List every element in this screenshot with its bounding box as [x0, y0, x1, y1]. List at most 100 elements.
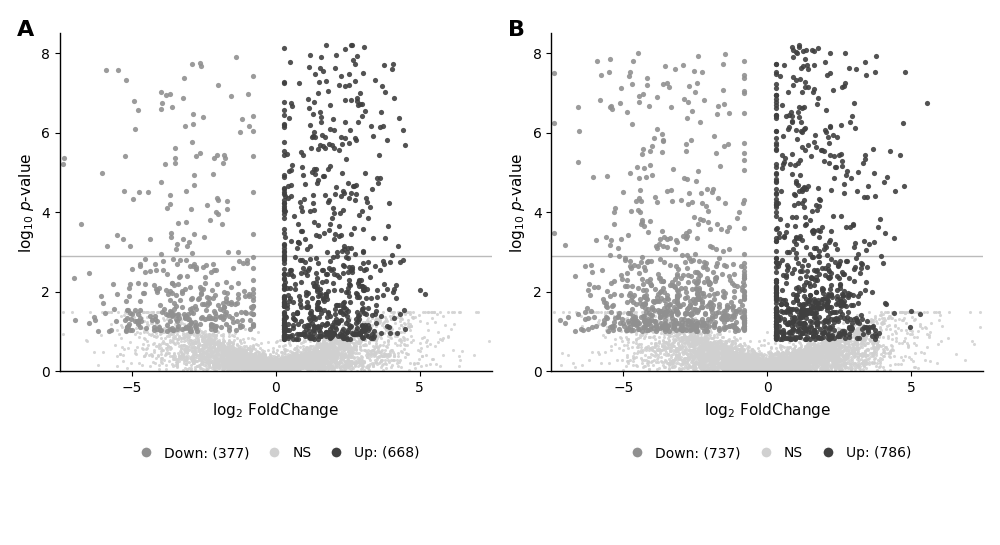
Point [768, 168, 784, 177]
Point [807, 360, 823, 368]
Point [168, 315, 184, 324]
Point [603, 279, 619, 288]
Point [839, 350, 855, 359]
Point [172, 295, 188, 304]
Point [867, 343, 883, 352]
Point [352, 336, 368, 345]
Point [595, 294, 611, 303]
Point [797, 221, 813, 229]
Point [874, 319, 890, 328]
Point [715, 343, 731, 352]
Point [691, 361, 707, 370]
Point [736, 281, 752, 289]
Point [250, 360, 266, 368]
Point [771, 365, 787, 373]
Point [900, 342, 916, 351]
Point [344, 343, 360, 352]
Point [168, 327, 184, 336]
Point [809, 347, 825, 356]
Point [225, 340, 241, 349]
Point [281, 362, 297, 371]
Point [792, 354, 808, 362]
Point [838, 346, 854, 354]
Point [646, 326, 662, 335]
Point [690, 332, 706, 341]
Point [700, 349, 716, 358]
Point [669, 319, 685, 328]
Point [787, 355, 803, 364]
Point [200, 338, 216, 347]
Point [678, 326, 694, 335]
Point [148, 342, 164, 351]
Point [703, 356, 719, 365]
Point [192, 58, 208, 67]
Point [765, 364, 781, 373]
Point [827, 339, 843, 348]
Point [761, 366, 777, 375]
Point [847, 239, 863, 247]
Point [815, 337, 831, 346]
Point [314, 278, 330, 287]
Point [853, 335, 869, 343]
Point [192, 149, 208, 158]
Point [756, 360, 772, 368]
Point [851, 334, 867, 343]
Point [816, 346, 832, 355]
Point [773, 186, 789, 195]
Point [803, 309, 819, 318]
Point [714, 269, 730, 278]
Point [281, 361, 297, 370]
Point [773, 352, 789, 361]
Point [828, 334, 844, 342]
Point [795, 300, 811, 309]
Point [738, 352, 754, 361]
Point [313, 352, 329, 361]
Point [308, 347, 324, 356]
Point [768, 246, 784, 255]
Point [276, 147, 292, 156]
Point [329, 359, 345, 367]
Point [692, 347, 708, 356]
Point [743, 353, 759, 362]
Point [833, 360, 849, 369]
Point [376, 280, 392, 288]
Point [746, 366, 762, 375]
Point [195, 284, 211, 293]
Point [785, 356, 801, 365]
Point [275, 362, 291, 371]
Point [828, 354, 844, 362]
Point [738, 352, 754, 360]
Point [786, 356, 802, 365]
Point [121, 284, 137, 293]
Point [771, 355, 787, 364]
Point [172, 319, 188, 328]
Point [732, 350, 748, 359]
Point [709, 346, 725, 354]
Point [629, 320, 645, 329]
Point [317, 347, 333, 355]
Point [255, 364, 271, 373]
Point [310, 366, 326, 375]
Point [249, 364, 265, 373]
Point [281, 364, 297, 372]
Point [771, 352, 787, 360]
Point [637, 331, 653, 340]
Point [716, 357, 732, 366]
Point [242, 316, 258, 325]
Point [773, 342, 789, 350]
Point [357, 309, 373, 318]
Point [314, 361, 330, 370]
Point [179, 343, 195, 352]
Point [841, 347, 857, 356]
Point [340, 357, 356, 366]
Point [727, 358, 743, 367]
Point [167, 354, 183, 362]
Point [811, 341, 827, 350]
Point [773, 356, 789, 365]
Point [836, 329, 852, 337]
Point [704, 344, 720, 353]
Point [357, 326, 373, 335]
Point [375, 257, 391, 265]
Point [276, 362, 292, 371]
Point [781, 358, 797, 367]
